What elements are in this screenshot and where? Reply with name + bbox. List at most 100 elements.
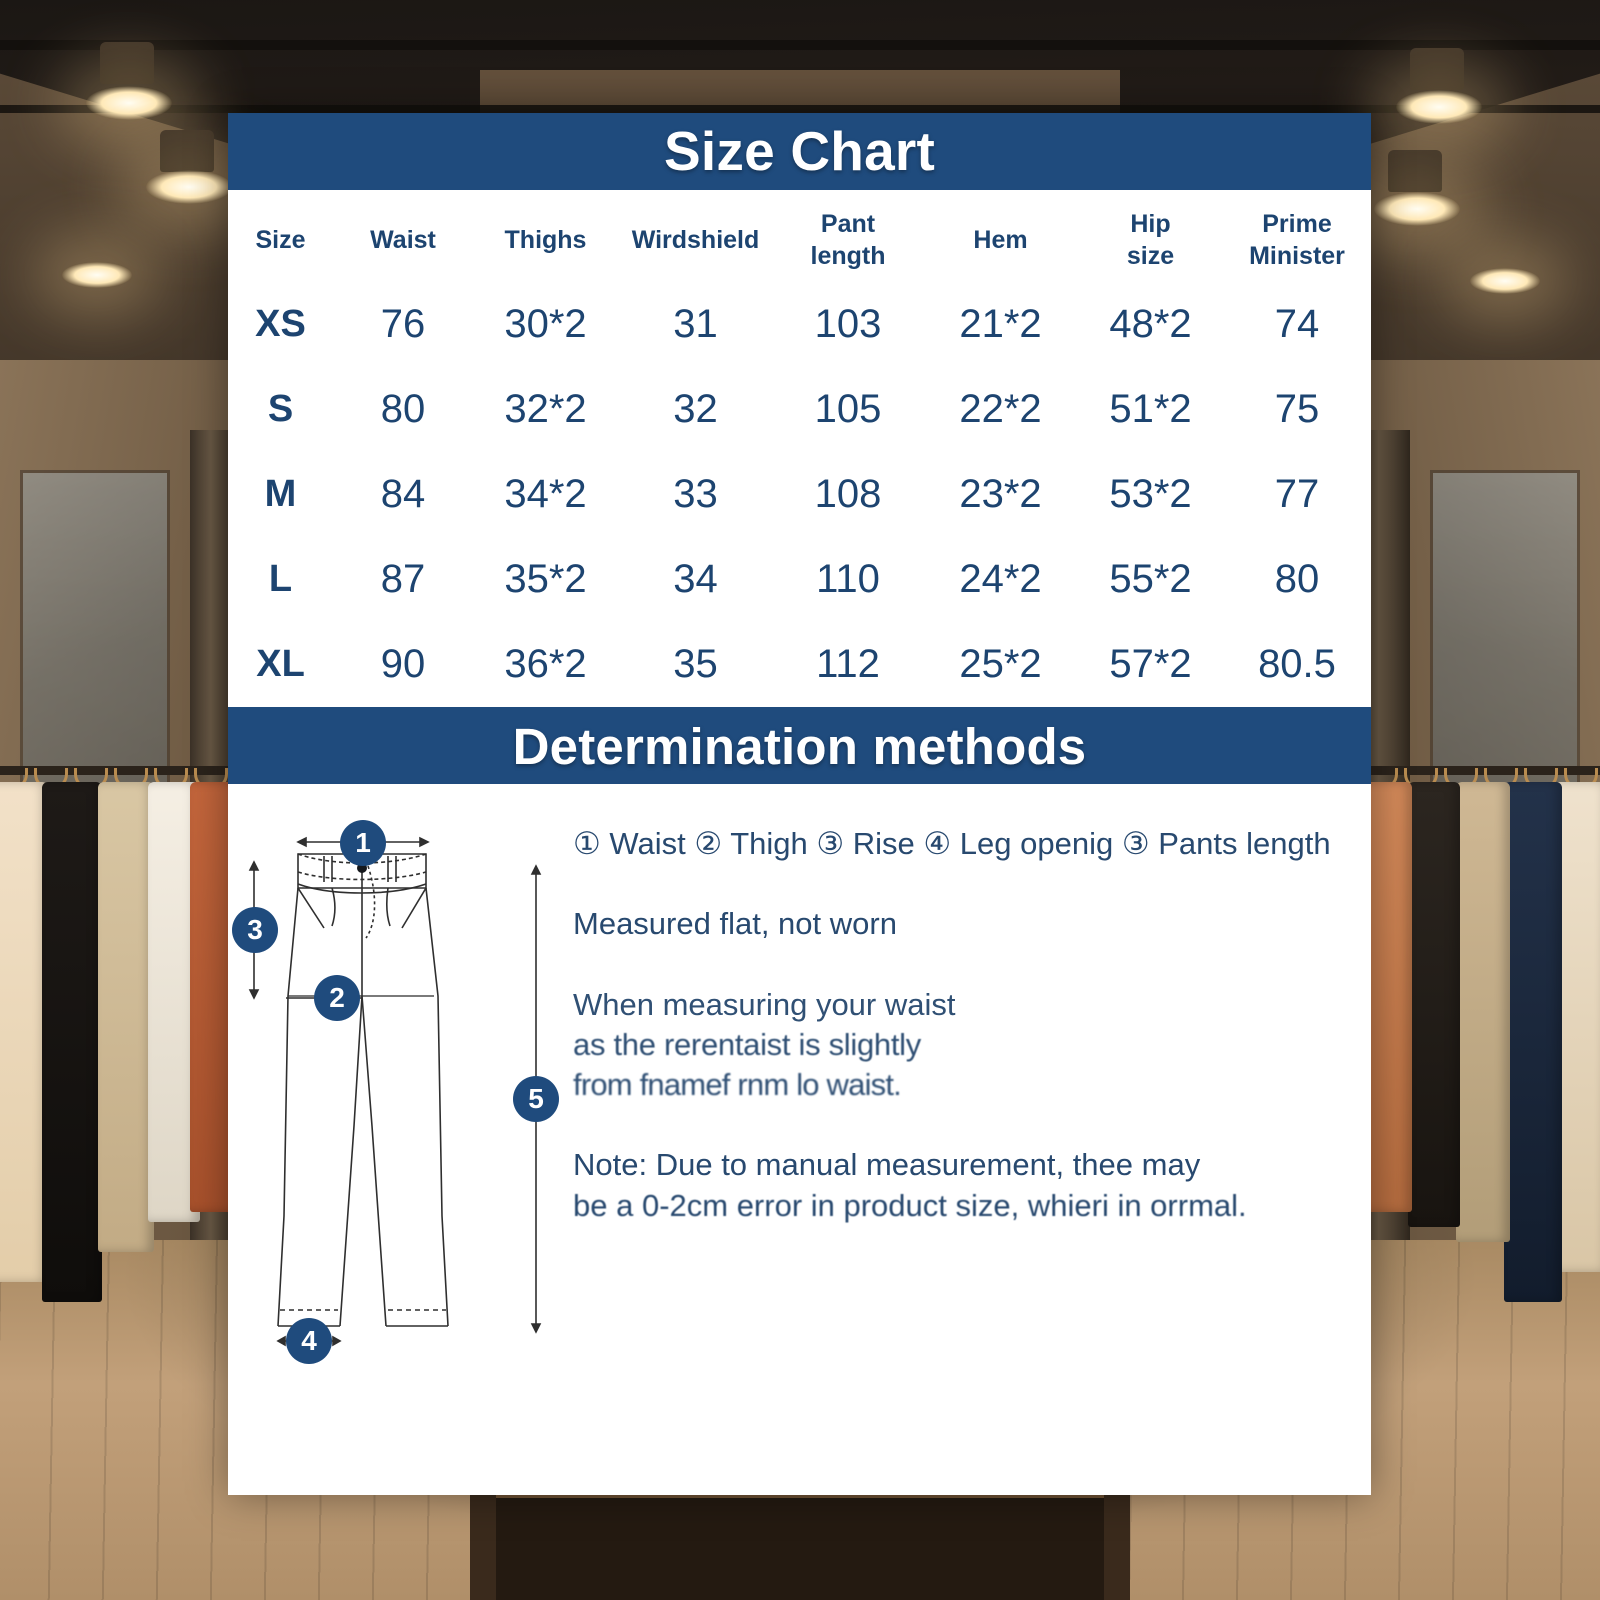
cell-hip-size: 53*2 [1109, 472, 1192, 516]
cell-size: XS [255, 303, 306, 345]
cell-size: S [267, 388, 294, 430]
cell-pant-length: 103 [814, 302, 882, 346]
cell-size: M [264, 473, 297, 515]
cell-wirdshield: 35 [673, 642, 718, 686]
ceiling-beam [0, 105, 1600, 113]
table-row: S 80 32*2 32 105 22*2 51*2 75 [228, 367, 1371, 452]
diagram-badge-2: 2 [314, 975, 360, 1021]
col-header-prime-minister: Prime Minister [1249, 210, 1345, 270]
col-header-size: Size [255, 226, 306, 254]
cell-prime-minister: 75 [1274, 387, 1320, 431]
cell-wirdshield: 31 [673, 302, 718, 346]
col-header-hip-size: Hip size [1126, 210, 1175, 270]
cell-thighs: 35*2 [504, 557, 587, 601]
clothing-rack-left [0, 760, 240, 1320]
cell-hem: 21*2 [959, 302, 1042, 346]
cell-pant-length: 110 [816, 557, 880, 601]
determination-methods-title: Determination methods [228, 707, 1371, 784]
ceiling-spotlight [146, 170, 232, 204]
spotlight-housing [1388, 150, 1442, 192]
note-measured-block: Measured flat, not worn [573, 904, 1363, 944]
size-chart-table: Size Waist Thighs Wirdshield Pant length [228, 190, 1371, 707]
spotlight-housing [160, 130, 214, 172]
table-header-row: Size Waist Thighs Wirdshield Pant length [228, 190, 1371, 282]
clothing-rack-right [1360, 760, 1600, 1320]
cell-waist: 87 [380, 557, 426, 601]
pants-measurement-diagram: 1 2 3 4 5 [232, 796, 559, 1386]
garment [1408, 782, 1460, 1227]
cell-prime-minister: 74 [1274, 302, 1320, 346]
cell-size: L [268, 558, 293, 600]
diagram-badge-3: 3 [232, 907, 278, 953]
cell-thighs: 32*2 [504, 387, 587, 431]
table-row: M 84 34*2 33 108 23*2 53*2 77 [228, 452, 1371, 537]
note-waist-line-3: from fnamef rnm lo waist. [573, 1067, 902, 1103]
ceiling-spotlight [1470, 268, 1540, 294]
garment [0, 782, 48, 1282]
garment [98, 782, 154, 1252]
cell-pant-length: 105 [814, 387, 882, 431]
col-header-pant-length: Pant length [810, 210, 886, 270]
note-legend: ① Waist ② Thigh ③ Rise ④ Leg openig ③ Pa… [573, 826, 1331, 861]
cell-hip-size: 57*2 [1109, 642, 1192, 686]
note-waist-block: When measuring your waist as the rerenta… [573, 985, 1363, 1106]
col-header-waist: Waist [370, 226, 436, 254]
cell-thighs: 34*2 [504, 472, 587, 516]
cell-waist: 80 [380, 387, 426, 431]
cell-wirdshield: 32 [673, 387, 718, 431]
cell-hip-size: 51*2 [1109, 387, 1192, 431]
size-chart-title: Size Chart [228, 113, 1371, 190]
table-row: XS 76 30*2 31 103 21*2 48*2 74 [228, 282, 1371, 367]
diagram-badge-4: 4 [286, 1318, 332, 1364]
diagram-badge-5: 5 [513, 1076, 559, 1122]
pants-diagram-svg [248, 836, 542, 1347]
note-tolerance-block: Note: Due to manual measurement, thee ma… [573, 1145, 1363, 1226]
ceiling-spotlight [62, 262, 132, 288]
cell-waist: 84 [380, 472, 426, 516]
note-tolerance-line-1: Note: Due to manual measurement, thee ma… [573, 1147, 1201, 1183]
cell-hem: 23*2 [959, 472, 1042, 516]
diagram-badge-1: 1 [340, 820, 386, 866]
note-waist-line-2: as the rerentaist is slightly [573, 1026, 921, 1062]
table-row: XL 90 36*2 35 112 25*2 57*2 80.5 [228, 622, 1371, 707]
cell-hem: 22*2 [959, 387, 1042, 431]
cell-wirdshield: 33 [673, 472, 718, 516]
cell-hip-size: 55*2 [1109, 557, 1192, 601]
measurement-notes: ① Waist ② Thigh ③ Rise ④ Leg openig ③ Pa… [573, 824, 1363, 1266]
ceiling-spotlight [1396, 90, 1482, 124]
col-header-wirdshield: Wirdshield [631, 226, 760, 254]
cell-prime-minister: 80 [1274, 557, 1320, 601]
cell-wirdshield: 34 [673, 557, 718, 601]
note-measured-flat: Measured flat, not worn [573, 906, 897, 942]
col-header-hem: Hem [973, 226, 1028, 254]
note-tolerance-line-2: be a 0-2cm error in product size, whieri… [573, 1187, 1247, 1223]
note-legend-block: ① Waist ② Thigh ③ Rise ④ Leg openig ③ Pa… [573, 824, 1363, 864]
col-header-thighs: Thighs [504, 226, 587, 254]
spotlight-housing [1410, 48, 1464, 90]
cell-thighs: 36*2 [504, 642, 587, 686]
note-waist-line-1: When measuring your waist [573, 986, 956, 1022]
cell-hem: 25*2 [959, 642, 1042, 686]
size-chart-card: Size Chart Size Waist Thighs [228, 113, 1371, 1495]
cell-pant-length: 112 [816, 642, 880, 686]
cell-pant-length: 108 [814, 472, 882, 516]
garment [1504, 782, 1562, 1302]
ceiling-spotlight [86, 86, 172, 120]
cell-size: XL [256, 643, 305, 685]
cell-waist: 76 [380, 302, 426, 346]
determination-methods-body: 1 2 3 4 5 ① Waist ② Thigh ③ Rise ④ Leg o… [228, 784, 1371, 1495]
cell-prime-minister: 80.5 [1258, 642, 1336, 686]
table-head: Size Waist Thighs Wirdshield Pant length [228, 190, 1371, 282]
ceiling-beam [0, 40, 1600, 50]
garment [1456, 782, 1510, 1242]
table-underside [496, 1498, 1104, 1600]
cell-thighs: 30*2 [504, 302, 587, 346]
ceiling-spotlight [1374, 192, 1460, 226]
cell-hip-size: 48*2 [1109, 302, 1192, 346]
cell-prime-minister: 77 [1274, 472, 1320, 516]
cell-waist: 90 [380, 642, 426, 686]
rack-bar [1360, 766, 1600, 775]
spotlight-housing [100, 42, 154, 84]
table-row: L 87 35*2 34 110 24*2 55*2 80 [228, 537, 1371, 622]
